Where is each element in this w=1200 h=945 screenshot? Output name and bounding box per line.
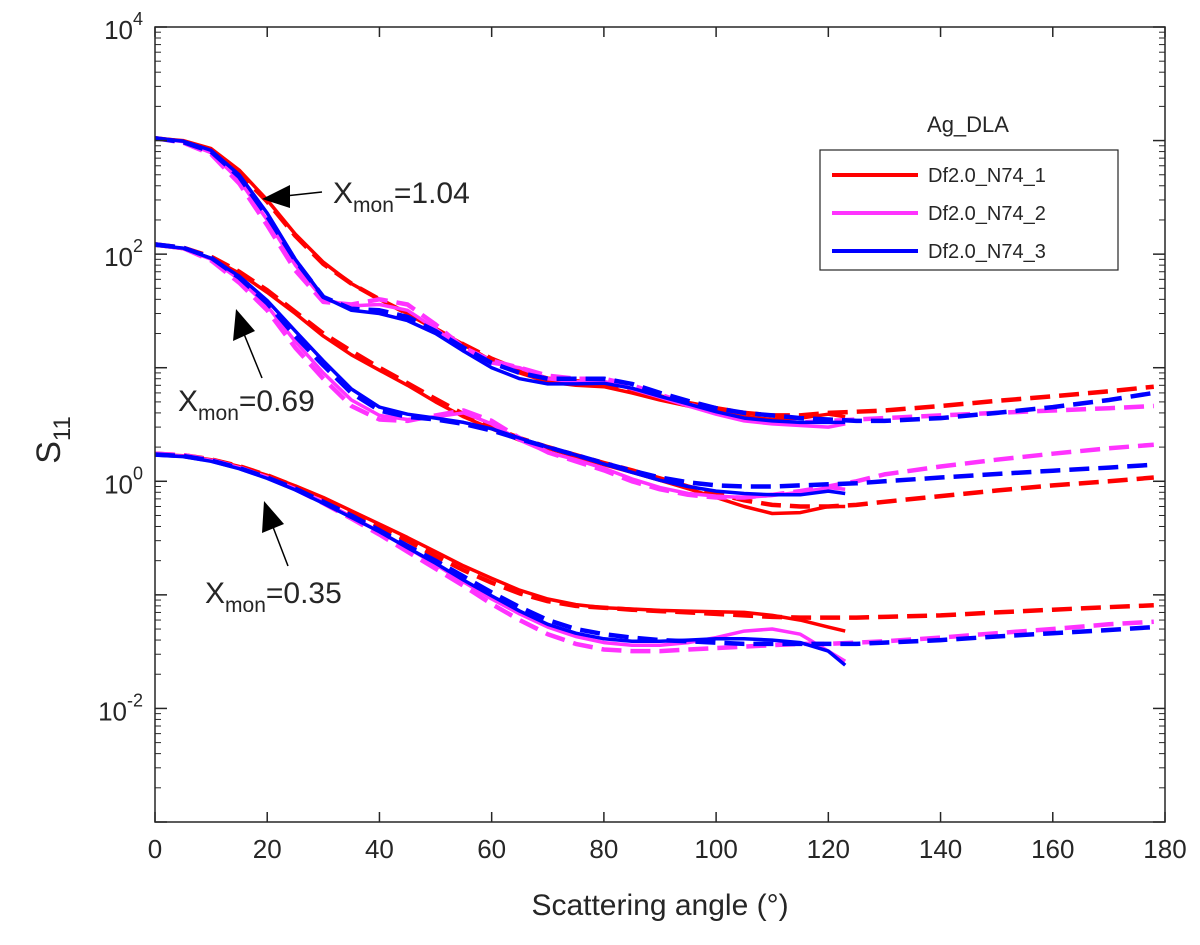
annotation-x104: Xmon=1.04 <box>262 177 470 217</box>
y-tick-label: 10-2 <box>98 690 143 726</box>
x-tick-label: 0 <box>148 834 162 864</box>
annotation-sub: mon <box>225 594 266 617</box>
annotation-arrow-line <box>243 333 263 379</box>
legend-label-2: Df2.0_N74_2 <box>928 203 1046 225</box>
series-line-12 <box>154 242 1154 489</box>
x-tick-label: 160 <box>1031 834 1074 864</box>
series-line-18 <box>154 452 1154 647</box>
x-tick-label: 140 <box>919 834 962 864</box>
x-axis-title: Scattering angle (°) <box>531 889 788 922</box>
arrow-icon <box>233 309 255 341</box>
y-tick-label: 104 <box>104 9 143 45</box>
plot-frame <box>154 26 1166 823</box>
legend-title: Ag_DLA <box>927 112 1009 137</box>
y-axis-title-main: S <box>30 441 68 464</box>
y-axis-title: S11 <box>30 416 76 464</box>
annotation-arrow-line <box>284 191 323 197</box>
series-layer <box>154 135 1155 667</box>
annotation-label: Xmon=0.35 <box>205 577 342 617</box>
x-tick-label: 180 <box>1143 834 1186 864</box>
series-line-8 <box>154 242 1154 509</box>
annotation-value: =1.04 <box>394 177 470 210</box>
annotation-label: Xmon=0.69 <box>178 385 315 425</box>
annotation-label: Xmon=1.04 <box>333 177 470 217</box>
annotation-sub: mon <box>353 194 394 217</box>
svg-text:S11: S11 <box>30 416 76 464</box>
legend-label-3: Df2.0_N74_3 <box>928 241 1046 263</box>
y-tick-label: 102 <box>104 236 143 272</box>
x-tick-label: 40 <box>365 834 394 864</box>
x-tick-label: 120 <box>807 834 850 864</box>
legend: Ag_DLA Df2.0_N74_1 Df2.0_N74_2 Df2.0_N74… <box>819 112 1119 271</box>
annotation-value: =0.35 <box>266 577 342 610</box>
series-line-10 <box>154 242 1154 500</box>
arrow-icon <box>262 185 290 208</box>
x-tick-label: 100 <box>694 834 737 864</box>
annotation-sub: mon <box>198 402 239 425</box>
annotation-x035: Xmon=0.35 <box>205 501 342 617</box>
x-tick-label: 20 <box>253 834 282 864</box>
series-line-6 <box>154 135 1155 424</box>
y-axis-title-sub: 11 <box>49 416 76 441</box>
annotation-main: X <box>205 577 225 610</box>
ticks-layer: 0 20 40 60 80 100 120 140 160 180 10-2 100 102 104 <box>98 9 1187 864</box>
legend-label-1: Df2.0_N74_1 <box>928 165 1046 187</box>
y-tick-label: 100 <box>104 463 143 499</box>
annotation-x069: Xmon=0.69 <box>178 309 315 425</box>
annotation-value: =0.69 <box>239 385 315 418</box>
annotation-main: X <box>178 385 198 418</box>
annotation-main: X <box>333 177 353 210</box>
x-tick-label: 60 <box>477 834 506 864</box>
annotation-arrow-line <box>272 526 289 567</box>
arrow-icon <box>262 501 284 533</box>
x-tick-label: 80 <box>589 834 618 864</box>
